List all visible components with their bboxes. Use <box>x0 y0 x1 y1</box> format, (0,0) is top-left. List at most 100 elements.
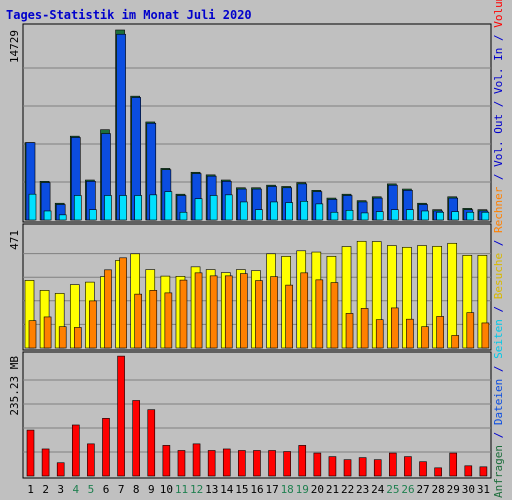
legend-segment-3: / <box>492 359 505 379</box>
bar-rechner-day-4 <box>73 327 82 349</box>
bar-rechner-day-17 <box>270 276 278 349</box>
x-tick-label-day-30: 30 <box>462 483 475 496</box>
bar-rechner-day-7 <box>119 257 127 349</box>
bar-rechner-day-8 <box>134 293 142 349</box>
x-tick-label-day-22: 22 <box>341 483 354 496</box>
x-tick-label-day-19: 19 <box>296 483 309 496</box>
bar-rechner-day-21 <box>330 282 339 349</box>
x-tick-label-day-14: 14 <box>220 483 234 496</box>
x-tick-label-day-21: 21 <box>326 483 339 496</box>
bar-rechner-day-13 <box>209 275 218 349</box>
bar-seiten-day-12 <box>194 198 203 221</box>
bar-volumen-day-25 <box>389 452 397 477</box>
bar-seiten-day-28 <box>436 211 444 221</box>
x-tick-label-day-27: 27 <box>416 483 429 496</box>
bar-seiten-day-13 <box>209 195 218 221</box>
bar-volumen-day-10 <box>162 445 171 477</box>
x-tick-label-day-28: 28 <box>432 483 445 496</box>
legend-segment-1: / <box>492 425 505 445</box>
bar-volumen-day-14 <box>222 448 231 477</box>
bar-volumen-day-28 <box>434 467 442 477</box>
bar-volumen-day-18 <box>283 451 291 477</box>
bar-seiten-day-21 <box>330 211 339 221</box>
bar-seiten-day-27 <box>421 210 429 221</box>
bar-rechner-day-18 <box>285 284 293 349</box>
x-tick-label-day-8: 8 <box>133 483 140 496</box>
legend-segment-0: Anfragen <box>492 445 505 498</box>
bar-rechner-day-14 <box>224 275 233 349</box>
bar-volumen-day-29 <box>449 452 458 477</box>
bar-seiten-day-18 <box>285 202 293 221</box>
bar-rechner-day-29 <box>451 335 460 349</box>
bar-volumen-day-4 <box>71 424 80 477</box>
panel-top: 14729 <box>8 23 492 223</box>
bar-volumen-day-19 <box>298 445 307 477</box>
bar-volumen-day-26 <box>404 456 412 477</box>
bar-seiten-day-22 <box>345 210 354 221</box>
bar-volumen-day-24 <box>373 459 382 477</box>
x-tick-label-day-6: 6 <box>103 483 110 496</box>
x-tick-label-day-25: 25 <box>386 483 399 496</box>
x-tick-label-day-10: 10 <box>160 483 173 496</box>
y-tick-label: 471 <box>8 230 21 250</box>
bar-rechner-day-10 <box>164 292 173 349</box>
x-tick-label-day-17: 17 <box>265 483 278 496</box>
x-tick-label-day-5: 5 <box>88 483 95 496</box>
bar-volumen-day-15 <box>238 450 246 477</box>
bar-rechner-day-1 <box>28 320 37 349</box>
x-tick-label-day-18: 18 <box>281 483 294 496</box>
x-tick-label-day-3: 3 <box>57 483 64 496</box>
x-tick-label-day-1: 1 <box>27 483 34 496</box>
legend-segment-14: Volumen <box>492 0 505 28</box>
bar-rechner-day-2 <box>43 316 52 349</box>
panel-middle: 471 <box>8 223 492 351</box>
bar-seiten-day-2 <box>43 210 52 221</box>
bar-volumen-day-9 <box>147 409 156 477</box>
bar-seiten-day-3 <box>58 214 67 221</box>
bar-volumen-day-17 <box>268 450 276 477</box>
bar-volumen-day-20 <box>313 452 322 477</box>
bar-volumen-day-7 <box>117 355 125 477</box>
bar-volumen-day-22 <box>343 459 352 477</box>
x-tick-label-day-29: 29 <box>447 483 460 496</box>
bar-seiten-day-20 <box>315 203 324 221</box>
x-tick-label-day-2: 2 <box>42 483 49 496</box>
bar-volumen-day-27 <box>419 461 427 477</box>
bar-volumen-day-2 <box>41 448 50 477</box>
bar-seiten-day-19 <box>300 200 309 221</box>
bar-rechner-day-25 <box>391 307 399 349</box>
bar-rechner-day-19 <box>300 272 309 349</box>
bar-rechner-day-27 <box>421 326 429 349</box>
bar-volumen-day-12 <box>192 443 201 477</box>
legend-segment-9: / <box>492 167 505 187</box>
bar-rechner-day-28 <box>436 316 444 349</box>
legend-segment-6: Besuche <box>492 253 505 299</box>
bar-rechner-day-3 <box>58 326 67 349</box>
bar-volumen-day-30 <box>464 465 473 477</box>
x-tick-label-day-24: 24 <box>371 483 385 496</box>
bar-seiten-day-26 <box>406 209 414 221</box>
legend-segment-2: Dateien <box>492 379 505 425</box>
bar-rechner-day-6 <box>104 269 112 349</box>
bar-volumen-day-21 <box>328 456 337 477</box>
bar-besuche-day-29 <box>447 242 458 349</box>
bar-rechner-day-16 <box>255 280 263 349</box>
panel-bottom: 235.23 MB <box>8 351 492 479</box>
x-tick-label-day-13: 13 <box>205 483 218 496</box>
bar-rechner-day-11 <box>179 279 188 349</box>
bar-volumen-day-8 <box>132 400 140 477</box>
bar-rechner-day-5 <box>89 300 97 349</box>
legend-segment-7: / <box>492 233 505 253</box>
bar-rechner-day-9 <box>149 290 158 349</box>
bar-seiten-day-6 <box>104 195 112 221</box>
x-tick-label-day-12: 12 <box>190 483 203 496</box>
x-tick-label-day-31: 31 <box>477 483 490 496</box>
legend-segment-11: / <box>492 94 505 114</box>
bar-seiten-day-1 <box>28 193 37 221</box>
bar-seiten-day-25 <box>391 209 399 221</box>
x-tick-label-day-23: 23 <box>356 483 369 496</box>
x-tick-label-day-4: 4 <box>73 483 80 496</box>
bar-rechner-day-15 <box>240 273 248 349</box>
bar-volumen-day-16 <box>253 450 261 477</box>
